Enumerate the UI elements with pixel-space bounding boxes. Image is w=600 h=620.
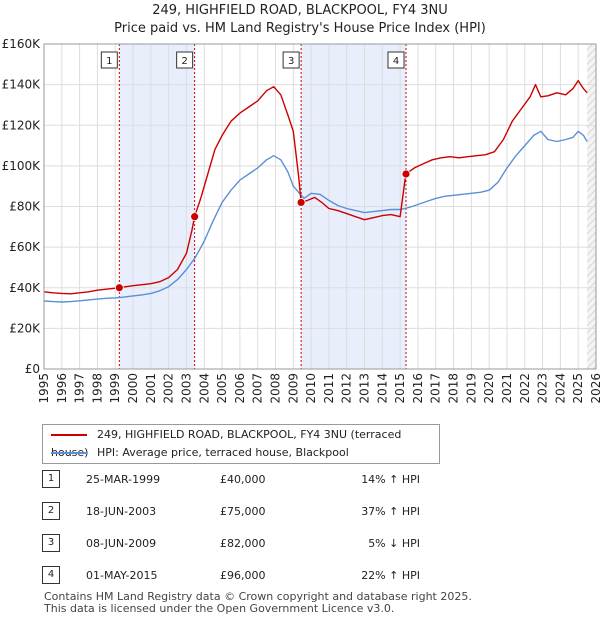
x-tick-label: 2021 bbox=[500, 373, 514, 404]
y-tick-label: £40K bbox=[9, 281, 41, 295]
y-tick-label: £140K bbox=[2, 78, 42, 92]
table-row: 1 25-MAR-1999 £40,000 14% ↑ HPI bbox=[42, 470, 462, 490]
transaction-hpi: 22% ↑ HPI bbox=[361, 569, 420, 582]
x-tick-label: 2007 bbox=[251, 373, 265, 404]
transaction-hpi: 5% ↓ HPI bbox=[368, 537, 420, 550]
x-tick-label: 2018 bbox=[447, 373, 461, 404]
y-tick-label: £60K bbox=[9, 240, 41, 254]
transaction-price: £82,000 bbox=[220, 537, 266, 550]
x-tick-label: 2022 bbox=[518, 373, 532, 404]
table-row: 3 08-JUN-2009 £82,000 5% ↓ HPI bbox=[42, 534, 462, 554]
chart-subtitle: Price paid vs. HM Land Registry's House … bbox=[114, 21, 486, 36]
property-price-line bbox=[43, 79, 588, 295]
x-tick-label: 2008 bbox=[268, 373, 282, 404]
price-chart: £0 £20K £40K £60K £80K £100K £120K £140K £160K 19… bbox=[2, 37, 600, 404]
sale-label-box-3 bbox=[282, 51, 300, 69]
x-tick-label: 1999 bbox=[108, 373, 122, 404]
legend-label-hpi: HPI: Average price, terraced house, Blac… bbox=[97, 446, 349, 459]
sale-label-3: 3 bbox=[288, 56, 294, 67]
x-tick-label: 2023 bbox=[536, 373, 550, 404]
table-row: 4 01-MAY-2015 £96,000 22% ↑ HPI bbox=[42, 566, 462, 586]
sale-label-2: 2 bbox=[181, 56, 187, 67]
footer-copyright: Contains HM Land Registry data © Crown c… bbox=[44, 590, 472, 603]
transaction-date: 18-JUN-2003 bbox=[86, 505, 157, 518]
chart-title: 249, HIGHFIELD ROAD, BLACKPOOL, FY4 3NU bbox=[152, 3, 448, 18]
transaction-number: 3 bbox=[42, 534, 60, 552]
table-row: 2 18-JUN-2003 £75,000 37% ↑ HPI bbox=[42, 502, 462, 522]
y-tick-label: £80K bbox=[9, 200, 41, 214]
legend-swatch-hpi bbox=[51, 452, 87, 454]
sale-marker-4 bbox=[401, 169, 411, 179]
x-tick-label: 2005 bbox=[215, 373, 229, 404]
legend: 249, HIGHFIELD ROAD, BLACKPOOL, FY4 3NU … bbox=[42, 424, 440, 464]
sale-marker-3 bbox=[296, 198, 306, 207]
transaction-price: £40,000 bbox=[220, 473, 266, 486]
y-tick-label: £100K bbox=[2, 159, 42, 173]
footer-license: This data is licensed under the Open Gov… bbox=[44, 602, 395, 615]
x-tick-label: 2012 bbox=[340, 373, 354, 404]
x-tick-label: 2010 bbox=[304, 373, 318, 404]
transaction-date: 25-MAR-1999 bbox=[86, 473, 161, 486]
legend-item-property: 249, HIGHFIELD ROAD, BLACKPOOL, FY4 3NU … bbox=[51, 426, 439, 459]
transaction-date: 08-JUN-2009 bbox=[86, 537, 157, 550]
x-tick-label: 2020 bbox=[482, 373, 496, 404]
transaction-hpi: 37% ↑ HPI bbox=[361, 505, 420, 518]
x-tick-label: 2024 bbox=[553, 373, 567, 404]
sale-label-4: 4 bbox=[393, 56, 399, 67]
x-tick-label: 2009 bbox=[286, 373, 300, 404]
x-tick-label: 2025 bbox=[571, 373, 585, 404]
x-tick-label: 1996 bbox=[55, 373, 69, 404]
x-tick-label: 2026 bbox=[589, 373, 600, 404]
x-tick-label: 1995 bbox=[37, 373, 51, 404]
x-tick-label: 2002 bbox=[162, 373, 176, 404]
x-tick-label: 2004 bbox=[197, 373, 211, 404]
transaction-number: 2 bbox=[42, 502, 60, 520]
sale-marker-2 bbox=[190, 212, 200, 222]
x-tick-label: 1997 bbox=[73, 373, 87, 404]
y-tick-label: £160K bbox=[2, 37, 42, 51]
x-tick-label: 2011 bbox=[322, 373, 336, 404]
sale-label-box-2 bbox=[176, 51, 194, 69]
transaction-date: 01-MAY-2015 bbox=[86, 569, 158, 582]
transaction-number: 4 bbox=[42, 566, 60, 584]
x-tick-label: 2001 bbox=[144, 373, 158, 404]
transaction-number: 1 bbox=[42, 470, 60, 488]
x-tick-label: 2000 bbox=[126, 373, 140, 404]
legend-item-hpi: HPI: Average price, terraced house, Blac… bbox=[51, 444, 349, 462]
x-tick-label: 2017 bbox=[429, 373, 443, 404]
sale-marker-1 bbox=[114, 283, 124, 293]
x-tick-label: 2016 bbox=[411, 373, 425, 404]
sale-label-box-4 bbox=[387, 51, 405, 69]
legend-swatch-property bbox=[51, 434, 87, 436]
x-tick-label: 2003 bbox=[179, 373, 193, 404]
x-tick-label: 2015 bbox=[393, 373, 407, 404]
x-tick-label: 2014 bbox=[375, 373, 389, 404]
transaction-price: £96,000 bbox=[220, 569, 266, 582]
transaction-hpi: 14% ↑ HPI bbox=[361, 473, 420, 486]
sale-label-1: 1 bbox=[106, 56, 112, 67]
x-tick-label: 2006 bbox=[233, 373, 247, 404]
plot-frame bbox=[43, 43, 597, 370]
x-tick-label: 2019 bbox=[464, 373, 478, 404]
y-tick-label: £20K bbox=[9, 321, 41, 335]
sale-label-box-1 bbox=[100, 51, 118, 69]
transaction-price: £75,000 bbox=[220, 505, 266, 518]
x-tick-label: 2013 bbox=[358, 373, 372, 404]
x-tick-label: 1998 bbox=[90, 373, 104, 404]
y-tick-label: £120K bbox=[2, 118, 42, 132]
y-tick-label: £0 bbox=[25, 362, 40, 376]
hpi-line bbox=[43, 130, 588, 303]
